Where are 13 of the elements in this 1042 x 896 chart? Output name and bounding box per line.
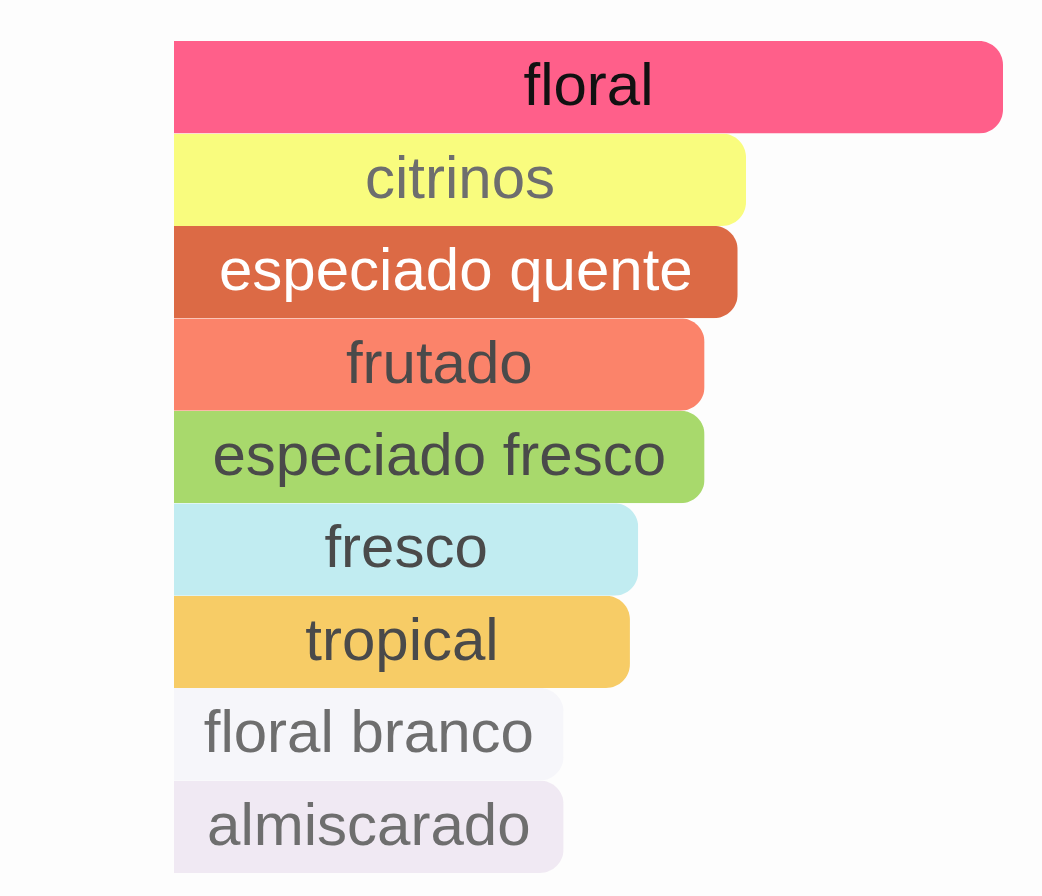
bar	[174, 318, 705, 411]
y-tick-label: fresco	[324, 513, 488, 581]
y-tick-label: especiado quente	[218, 236, 693, 304]
y-tick-label: frutado	[345, 328, 533, 396]
y-tick-label: almiscarado	[207, 790, 531, 858]
bar	[174, 133, 747, 226]
bar	[174, 41, 1003, 134]
y-tick-label: tropical	[305, 605, 499, 673]
bar	[174, 503, 639, 596]
y-tick-label: citrinos	[364, 143, 556, 211]
y-tick-label: floral branco	[203, 698, 534, 766]
y-tick-label: floral	[523, 51, 654, 119]
y-tick-label: especiado fresco	[212, 421, 667, 488]
